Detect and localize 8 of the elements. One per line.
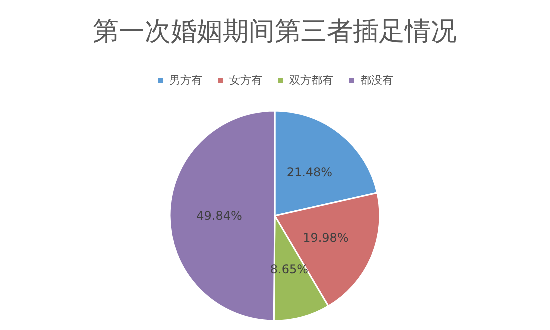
chart-title: 第一次婚姻期间第三者插足情况 — [93, 17, 457, 47]
data-label: 21.48% — [286, 166, 333, 180]
legend-label: 女方有 — [230, 74, 262, 87]
data-label: 49.84% — [196, 208, 242, 223]
data-label: 19.98% — [303, 230, 349, 245]
legend-label: 都没有 — [360, 74, 394, 87]
legend-label: 男方有 — [170, 74, 202, 87]
legend-label: 双方都有 — [290, 74, 334, 87]
